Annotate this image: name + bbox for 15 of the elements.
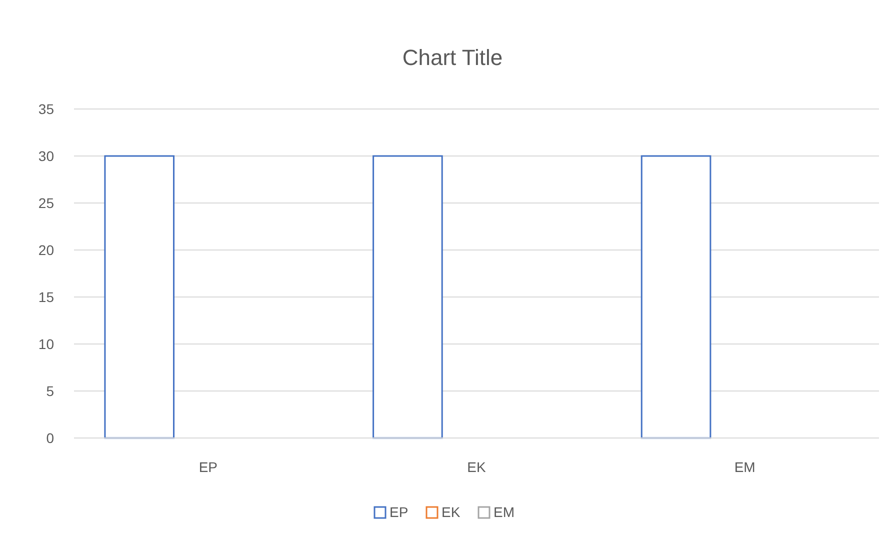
chart-title: Chart Title bbox=[402, 45, 503, 70]
legend-label: EP bbox=[390, 504, 408, 520]
y-tick-label: 20 bbox=[38, 242, 54, 258]
y-tick-label: 0 bbox=[46, 430, 54, 446]
legend-label: EM bbox=[494, 504, 514, 520]
y-tick-label: 5 bbox=[46, 382, 54, 399]
x-tick-label: EM bbox=[734, 459, 756, 475]
y-tick-label: 10 bbox=[38, 336, 54, 352]
y-tick-label: 30 bbox=[38, 148, 54, 164]
y-tick-label: 25 bbox=[38, 194, 54, 211]
y-tick-label: 35 bbox=[38, 100, 54, 117]
y-tick-label: 15 bbox=[38, 288, 54, 305]
x-tick-label: EP bbox=[198, 459, 218, 475]
legend-label: EK bbox=[442, 504, 461, 520]
x-tick-label: EK bbox=[467, 459, 486, 475]
